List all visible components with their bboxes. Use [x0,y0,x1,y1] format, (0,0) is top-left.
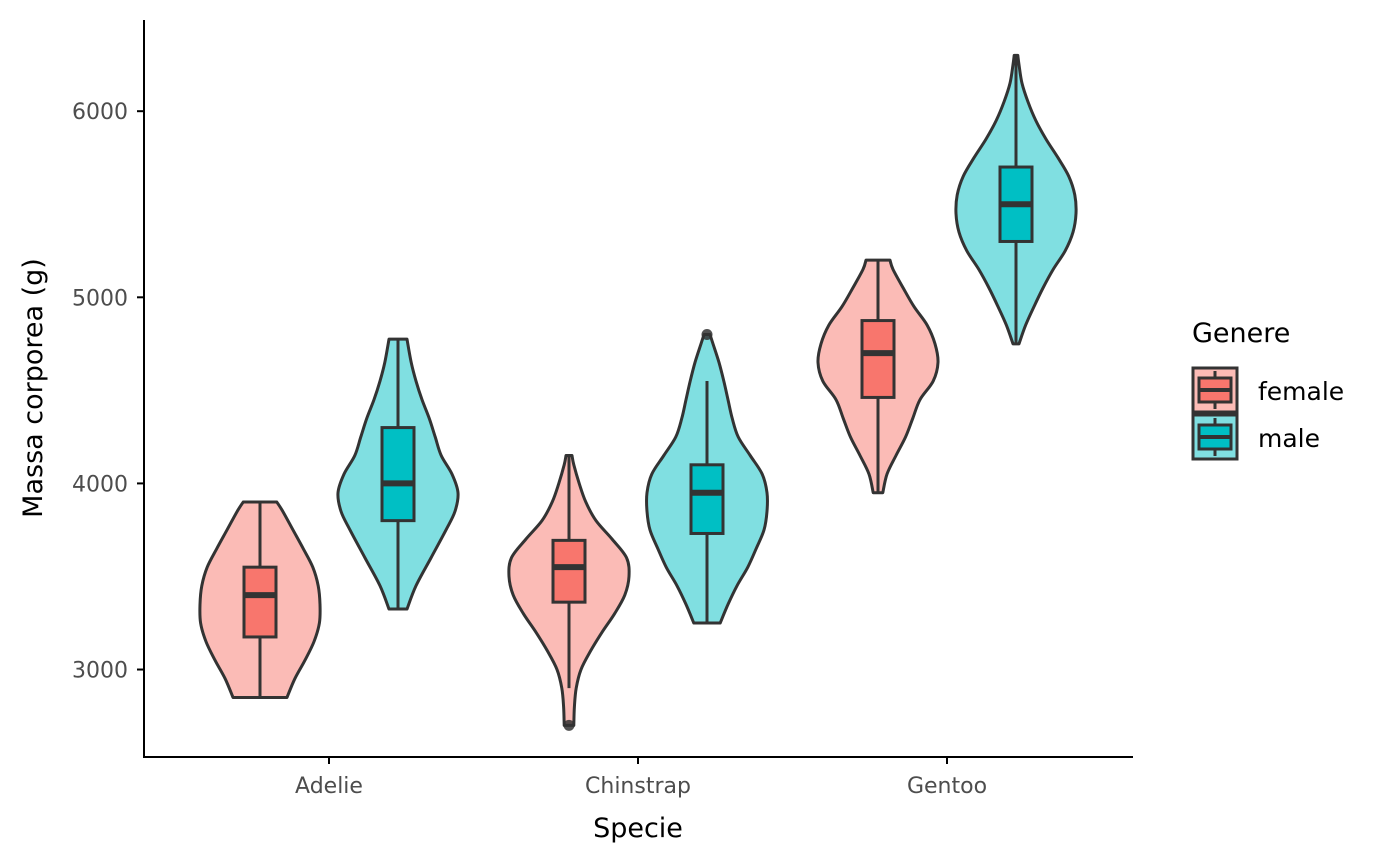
box-iqr [551,538,587,604]
legend-item-male: male [1191,413,1320,461]
violin-group-male-chinstrap [645,329,769,625]
legend-title: Genere [1192,318,1290,349]
legend-key-male [1191,413,1239,461]
y-axis-ticks: 3000 4000 5000 6000 [72,100,144,684]
y-tick-label: 5000 [72,286,128,311]
legend-key-female [1191,366,1239,414]
x-tick-label: Adelie [295,774,363,799]
legend-item-female: female [1191,366,1344,414]
box-iqr [242,565,278,639]
violin-group-male-adelie [336,337,460,611]
y-tick-label: 3000 [72,659,128,684]
legend: Genere female male [1191,318,1344,461]
plot-area [198,53,1078,731]
violin-group-male-gentoo [954,53,1078,346]
y-axis-title: Massa corporea (g) [18,258,49,518]
y-tick-label: 4000 [72,472,128,497]
outlier-point [701,329,713,341]
box-iqr [860,319,896,399]
y-tick-label: 6000 [72,100,128,125]
legend-label-male: male [1258,424,1320,453]
x-tick-label: Gentoo [907,774,987,799]
legend-label-female: female [1258,377,1344,406]
x-axis-ticks: Adelie Chinstrap Gentoo [295,757,987,799]
x-tick-label: Chinstrap [585,774,691,799]
violin-group-female-adelie [198,500,322,699]
legend-items: female male [1191,366,1344,461]
box-iqr [380,426,416,523]
box-iqr [689,463,725,535]
violin-group-female-chinstrap [507,454,631,731]
violin-group-female-gentoo [816,258,940,495]
x-axis-title: Specie [593,813,683,844]
outlier-point [563,719,575,731]
